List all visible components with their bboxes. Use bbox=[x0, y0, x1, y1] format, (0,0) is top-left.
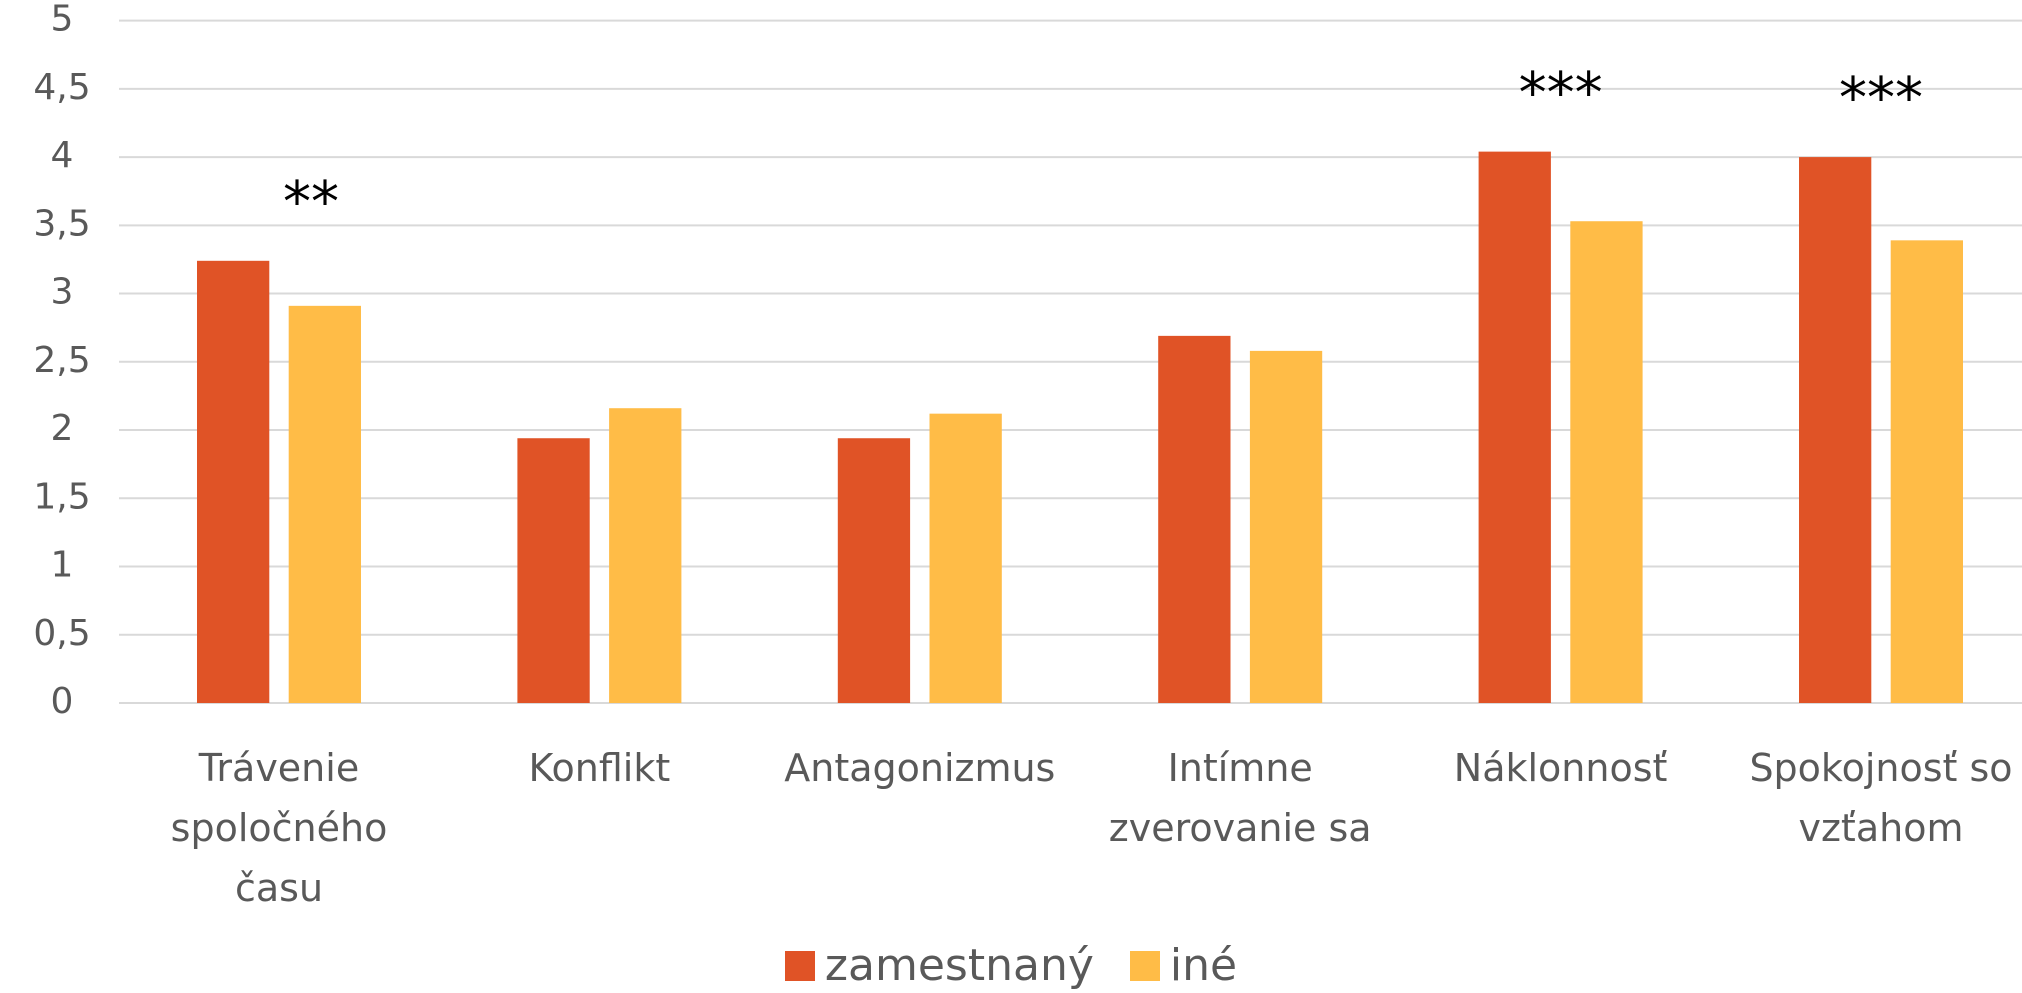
bar bbox=[1570, 221, 1643, 704]
bar bbox=[837, 438, 911, 703]
bar bbox=[517, 438, 590, 703]
x-tick-label: Spokojnosť so vzťahom bbox=[1749, 746, 2013, 850]
legend-swatch bbox=[1129, 950, 1160, 981]
x-tick-label: Trávenie spoločného času bbox=[170, 746, 388, 910]
y-tick-label: 0 bbox=[51, 681, 74, 722]
annotation: *** bbox=[1839, 66, 1923, 131]
y-tick-label: 4 bbox=[51, 135, 74, 176]
x-tick-label: Konflikt bbox=[528, 746, 671, 790]
y-tick-label: 2 bbox=[51, 408, 74, 449]
legend-label: zamestnaný bbox=[824, 940, 1094, 991]
y-tick-label: 5 bbox=[51, 0, 74, 40]
bar bbox=[1799, 157, 1872, 703]
bar bbox=[1158, 335, 1231, 703]
annotation: ** bbox=[283, 170, 339, 235]
y-tick-label: 3 bbox=[51, 272, 74, 313]
legend-label: iné bbox=[1169, 940, 1238, 991]
bar bbox=[609, 408, 682, 703]
legend-item: zamestnaný bbox=[784, 940, 1094, 991]
bar bbox=[1249, 350, 1323, 703]
y-tick-label: 4,5 bbox=[33, 67, 90, 108]
legend-swatch bbox=[784, 950, 815, 981]
legend-item: iné bbox=[1129, 940, 1238, 991]
y-tick-label: 0,5 bbox=[33, 613, 90, 654]
bar bbox=[288, 305, 361, 703]
bar bbox=[1890, 240, 1963, 703]
legend: zamestnaný iné bbox=[0, 940, 2022, 991]
y-tick-label: 1 bbox=[51, 545, 74, 586]
bar bbox=[929, 413, 1002, 703]
y-tick-label: 3,5 bbox=[33, 203, 90, 244]
y-tick-label: 2,5 bbox=[33, 340, 90, 381]
x-tick-label: Intímne zverovanie sa bbox=[1108, 746, 1372, 850]
x-tick-label: Antagonizmus bbox=[784, 746, 1056, 790]
bar bbox=[1478, 151, 1551, 704]
bar bbox=[197, 260, 270, 703]
annotation: *** bbox=[1519, 61, 1603, 126]
y-tick-label: 1,5 bbox=[33, 476, 90, 517]
x-tick-label: Náklonnosť bbox=[1453, 746, 1668, 790]
